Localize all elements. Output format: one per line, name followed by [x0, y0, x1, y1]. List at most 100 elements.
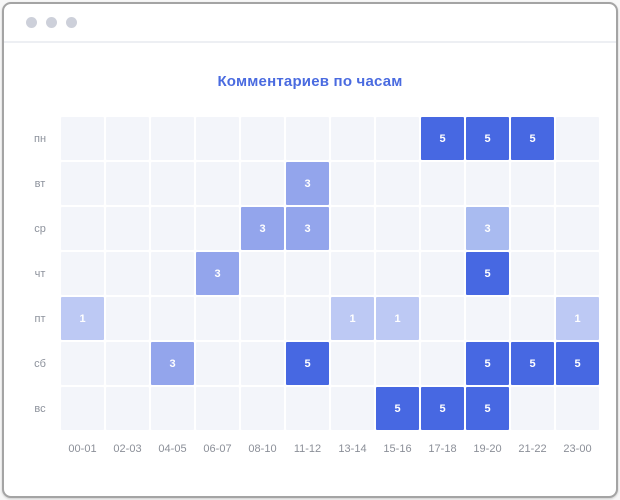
- window-control-dot: [66, 17, 77, 28]
- heatmap-cell: 3: [286, 162, 329, 205]
- x-tick-label: 23-00: [563, 443, 592, 455]
- heatmap-cell: [151, 117, 194, 160]
- heatmap-cell: [196, 162, 239, 205]
- x-tick-label: 13-14: [338, 443, 367, 455]
- heatmap-cell: [511, 297, 554, 340]
- heatmap-cell: [556, 162, 599, 205]
- heatmap-cell: [421, 297, 464, 340]
- heatmap-cell: [376, 117, 419, 160]
- heatmap-cell: [376, 252, 419, 295]
- heatmap-cell: [556, 387, 599, 430]
- heatmap-cell: [376, 342, 419, 385]
- heatmap-cell: 1: [556, 297, 599, 340]
- heatmap-cell: [331, 117, 374, 160]
- heatmap-cell: [511, 162, 554, 205]
- heatmap-cell: [286, 252, 329, 295]
- heatmap-cell: [196, 297, 239, 340]
- heatmap-cell: [331, 387, 374, 430]
- x-tick-label: 17-18: [428, 443, 457, 455]
- heatmap-cell: [61, 162, 104, 205]
- heatmap-cell: [61, 387, 104, 430]
- y-tick-label: пт: [34, 312, 46, 325]
- heatmap-cell: [286, 297, 329, 340]
- y-tick-label: ср: [34, 222, 46, 235]
- heatmap-cell: [196, 207, 239, 250]
- heatmap-cell: 5: [376, 387, 419, 430]
- heatmap-cell: [241, 342, 284, 385]
- heatmap-cell: [556, 252, 599, 295]
- heatmap-cell: [511, 387, 554, 430]
- heatmap-cell: 5: [421, 387, 464, 430]
- heatmap-cell: 3: [466, 207, 509, 250]
- y-tick-label: чт: [34, 267, 46, 280]
- heatmap-cell: 5: [556, 342, 599, 385]
- axis-corner: [21, 443, 59, 455]
- heatmap-cell: [421, 252, 464, 295]
- x-tick-label: 21-22: [518, 443, 547, 455]
- heatmap-cell: [241, 162, 284, 205]
- heatmap-cell: 5: [466, 387, 509, 430]
- heatmap-cell: [196, 342, 239, 385]
- heatmap-cell: [151, 387, 194, 430]
- heatmap-cell: 1: [331, 297, 374, 340]
- heatmap-cell: [106, 207, 149, 250]
- heatmap-cell: [241, 387, 284, 430]
- heatmap-cell: [286, 117, 329, 160]
- heatmap-cell: [511, 252, 554, 295]
- heatmap-cell: 5: [421, 117, 464, 160]
- heatmap-cell: [376, 162, 419, 205]
- heatmap-cell: [556, 117, 599, 160]
- heatmap-cell: 3: [241, 207, 284, 250]
- heatmap-cell: [61, 117, 104, 160]
- heatmap-cell: [106, 387, 149, 430]
- x-tick-label: 08-10: [248, 443, 277, 455]
- window-control-dot: [26, 17, 37, 28]
- x-tick-label: 04-05: [158, 443, 187, 455]
- x-tick-label: 06-07: [203, 443, 232, 455]
- heatmap-cell: [196, 387, 239, 430]
- heatmap-cell: [556, 207, 599, 250]
- x-tick-label: 02-03: [113, 443, 142, 455]
- heatmap-cell: [61, 342, 104, 385]
- window-titlebar: [4, 4, 616, 43]
- heatmap-cell: [331, 342, 374, 385]
- x-tick-label: 00-01: [68, 443, 97, 455]
- heatmap-cell: [286, 387, 329, 430]
- heatmap-grid: пн 5 5 5 вт 3 ср 3 3 3 чт 3 5 пт 1 1 1 1 сб 3 5 5 5 5 вс 5 5 5: [21, 117, 599, 430]
- heatmap-cell: [421, 207, 464, 250]
- heatmap-cell: 5: [466, 252, 509, 295]
- heatmap-cell: 1: [61, 297, 104, 340]
- heatmap-cell: 3: [196, 252, 239, 295]
- heatmap-cell: [61, 252, 104, 295]
- window-control-dot: [46, 17, 57, 28]
- heatmap-cell: [376, 207, 419, 250]
- y-tick-label: сб: [34, 357, 46, 370]
- heatmap-cell: [331, 162, 374, 205]
- heatmap-cell: 5: [466, 342, 509, 385]
- heatmap-cell: 5: [511, 342, 554, 385]
- heatmap-cell: 5: [511, 117, 554, 160]
- heatmap-cell: [106, 117, 149, 160]
- heatmap-cell: [151, 207, 194, 250]
- heatmap-cell: 1: [376, 297, 419, 340]
- heatmap-cell: [241, 297, 284, 340]
- heatmap-cell: [241, 252, 284, 295]
- x-tick-label: 11-12: [293, 443, 322, 455]
- heatmap-cell: [241, 117, 284, 160]
- heatmap-cell: 5: [466, 117, 509, 160]
- heatmap-cell: [106, 252, 149, 295]
- heatmap-cell: [151, 162, 194, 205]
- heatmap-cell: [511, 207, 554, 250]
- y-tick-label: пн: [33, 132, 47, 145]
- heatmap-cell: [466, 297, 509, 340]
- chart-title: Комментариев по часам: [217, 73, 403, 90]
- heatmap-cell: [61, 207, 104, 250]
- heatmap-cell: [466, 162, 509, 205]
- heatmap-cell: [151, 252, 194, 295]
- heatmap-cell: [151, 297, 194, 340]
- x-axis: 00-01 02-03 04-05 06-07 08-10 11-12 13-14 15-16…: [21, 443, 599, 455]
- heatmap-cell: [106, 297, 149, 340]
- x-tick-label: 19-20: [473, 443, 502, 455]
- heatmap-cell: 5: [286, 342, 329, 385]
